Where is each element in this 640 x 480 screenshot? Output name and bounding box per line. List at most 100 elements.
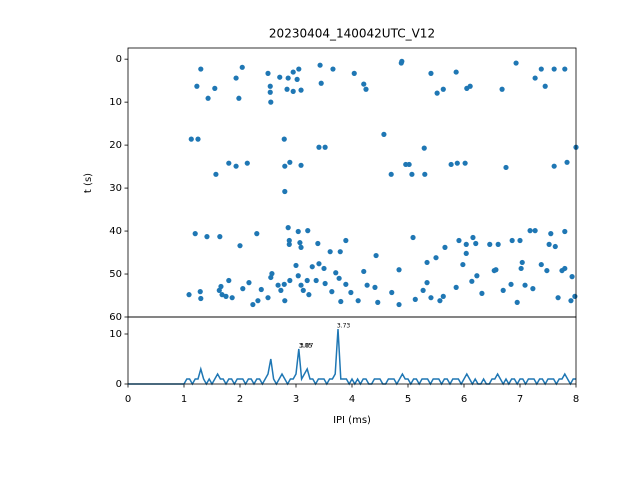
scatter-point bbox=[519, 259, 525, 266]
scatter-point bbox=[275, 282, 281, 288]
scatter-point bbox=[297, 240, 303, 246]
scatter-point bbox=[287, 277, 293, 284]
scatter-point bbox=[300, 287, 306, 293]
scatter-point bbox=[287, 159, 293, 165]
scatter-point bbox=[226, 160, 232, 166]
scatter-point bbox=[555, 295, 561, 301]
scatter-point bbox=[538, 66, 544, 72]
scatter-point bbox=[329, 289, 335, 295]
scatter-point bbox=[399, 58, 405, 64]
scatter-point bbox=[254, 231, 260, 237]
scatter-point bbox=[286, 241, 292, 247]
y-tick-label: 40 bbox=[109, 226, 122, 237]
scatter-point bbox=[217, 234, 223, 240]
x-tick-label: 1 bbox=[181, 394, 187, 405]
scatter-point bbox=[255, 298, 261, 304]
scatter-point bbox=[473, 240, 479, 247]
scatter-point bbox=[298, 244, 304, 250]
scatter-point bbox=[315, 240, 321, 247]
scatter-point bbox=[410, 234, 416, 241]
scatter-point bbox=[530, 286, 536, 292]
scatter-point bbox=[456, 237, 462, 244]
scatter-point bbox=[453, 284, 459, 290]
scatter-point bbox=[213, 171, 219, 177]
scatter-point bbox=[424, 259, 430, 266]
scatter-point bbox=[437, 298, 443, 304]
scatter-point bbox=[544, 267, 550, 274]
scatter-point bbox=[236, 95, 242, 101]
scatter-point bbox=[572, 293, 578, 299]
scatter-point bbox=[293, 262, 299, 269]
x-tick-label: 4 bbox=[349, 394, 355, 405]
y-tick-label: 10 bbox=[109, 329, 122, 340]
scatter-point bbox=[454, 160, 460, 166]
x-tick-label: 0 bbox=[125, 394, 131, 405]
scatter-point bbox=[495, 241, 501, 247]
scatter-point bbox=[282, 188, 288, 195]
scatter-point bbox=[343, 281, 349, 287]
scatter-point bbox=[532, 228, 538, 234]
scatter-point bbox=[396, 267, 402, 273]
scatter-point bbox=[562, 66, 568, 72]
scatter-point bbox=[513, 60, 519, 66]
scatter-point bbox=[268, 274, 274, 281]
scatter-point bbox=[277, 74, 283, 80]
scatter-point bbox=[282, 298, 288, 304]
scatter-point bbox=[327, 249, 333, 255]
scatter-point bbox=[192, 231, 198, 237]
scatter-point bbox=[284, 86, 290, 92]
scatter-point bbox=[500, 287, 506, 293]
scatter-point bbox=[470, 234, 476, 241]
scatter-point bbox=[372, 284, 378, 290]
x-tick-label: 5 bbox=[405, 394, 411, 405]
scatter-point bbox=[265, 295, 271, 301]
scatter-point bbox=[351, 70, 357, 76]
scatter-point bbox=[389, 289, 395, 296]
scatter-point bbox=[226, 277, 232, 284]
scatter-point bbox=[281, 281, 287, 287]
scatter-point bbox=[364, 282, 370, 288]
scatter-point bbox=[186, 292, 192, 298]
scatter-point bbox=[453, 69, 459, 75]
scatter-point bbox=[546, 241, 552, 247]
scatter-point bbox=[285, 225, 291, 231]
scatter-point bbox=[338, 298, 344, 305]
scatter-point bbox=[205, 95, 211, 101]
scatter-point bbox=[375, 299, 381, 305]
scatter-point bbox=[406, 161, 412, 168]
scatter-point bbox=[316, 144, 322, 150]
scatter-point bbox=[204, 234, 210, 240]
scatter-point bbox=[313, 277, 319, 284]
scatter-point bbox=[294, 76, 300, 82]
scatter-point bbox=[330, 66, 336, 72]
scatter-point bbox=[285, 75, 291, 81]
scatter-point bbox=[298, 282, 304, 288]
scatter-point bbox=[304, 277, 310, 284]
scatter-point bbox=[361, 81, 367, 87]
scatter-point bbox=[212, 85, 218, 91]
scatter-point bbox=[363, 86, 369, 92]
scatter-point bbox=[538, 261, 544, 268]
scatter-point bbox=[282, 163, 288, 169]
scatter-point bbox=[532, 75, 538, 81]
scatter-point bbox=[322, 280, 328, 287]
scatter-point bbox=[562, 265, 568, 272]
scatter-point bbox=[527, 228, 533, 234]
chart-title: 20230404_140042UTC_V12 bbox=[269, 27, 435, 41]
scatter-point bbox=[348, 289, 354, 296]
scatter-point bbox=[268, 99, 274, 105]
scatter-point bbox=[499, 86, 505, 92]
scatter-point bbox=[322, 144, 328, 150]
scatter-point bbox=[318, 80, 324, 86]
axes-frame bbox=[127, 316, 577, 385]
scatter-point bbox=[278, 287, 284, 293]
scatter-point bbox=[198, 295, 204, 302]
scatter-point bbox=[381, 131, 387, 137]
scatter-point bbox=[290, 88, 296, 95]
scatter-point bbox=[518, 265, 524, 272]
scatter-point bbox=[552, 243, 558, 250]
scatter-point bbox=[522, 282, 528, 288]
scatter-point bbox=[337, 249, 343, 255]
